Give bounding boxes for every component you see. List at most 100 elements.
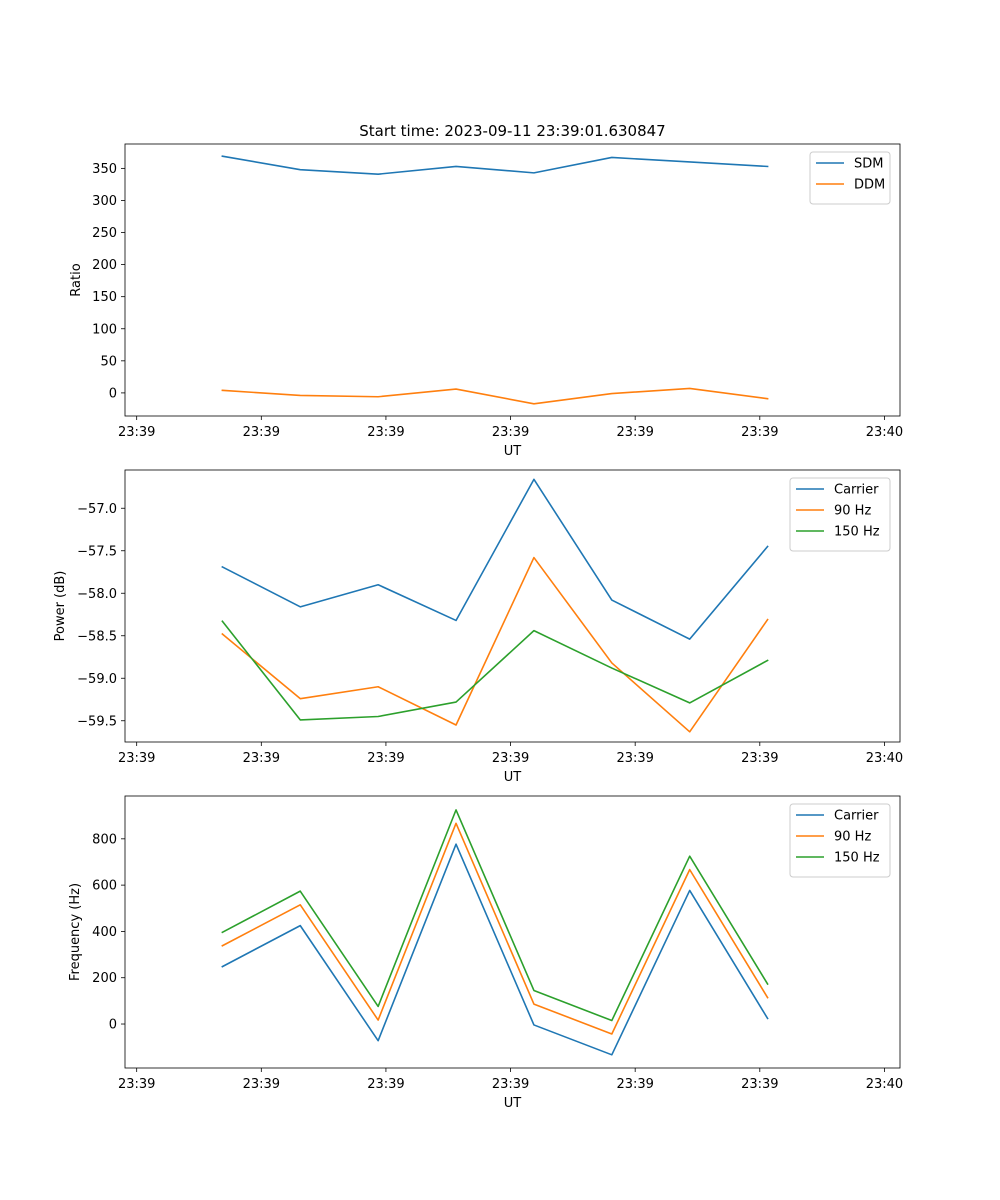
y-tick-label: 100 [92,322,117,337]
axes-frame [124,795,901,1069]
y-tick-label: −59.5 [77,714,117,729]
series-line-sdm [221,155,769,175]
data-point [611,1054,613,1056]
data-point [299,890,301,892]
legend-label: 150 Hz [834,525,880,540]
legend: Carrier 90 Hz 150 Hz [789,477,891,552]
y-axis-label: Power (dB) [53,571,68,642]
x-tick-label: 23:39 [367,1077,404,1092]
data-point [455,166,457,168]
chart-panel-2: 23:39 23:39 23:39 23:39 23:39 23:39 23:40 −59.5… [53,469,903,785]
data-point [222,566,224,568]
data-point [611,1020,613,1022]
x-tick-label: 23:39 [616,425,653,440]
data-point [377,173,379,175]
y-tick-label: 400 [92,925,117,940]
x-tick-label: 23:40 [866,1077,903,1092]
series-line-carrier [221,478,769,640]
data-point [767,398,769,400]
axes-frame [124,469,901,743]
y-tick-label: −57.0 [77,502,117,517]
y-tick-label: −59.0 [77,672,117,687]
y-tick-label: 200 [92,258,117,273]
data-point [222,155,224,157]
data-point [533,172,535,174]
data-point [377,584,379,586]
data-point [689,855,691,857]
x-axis-label: UT [504,770,522,785]
legend-box [809,151,891,205]
data-point [767,546,769,548]
data-point [377,1040,379,1042]
series-line-carrier [221,843,769,1056]
data-point [222,390,224,392]
data-point [455,620,457,622]
series-line-150-hz [221,809,769,1022]
data-point [611,599,613,601]
x-tick-label: 23:39 [243,751,280,766]
legend-label: 150 Hz [834,851,880,866]
data-point [455,809,457,811]
y-tick-label: 50 [100,354,117,369]
x-tick-label: 23:39 [492,751,529,766]
figure-title: Start time: 2023-09-11 23:39:01.630847 [359,122,665,140]
series-line-90-hz [221,556,769,733]
data-point [611,393,613,395]
data-point [689,388,691,390]
data-point [533,557,535,559]
data-point [767,997,769,999]
x-tick-label: 23:39 [243,1077,280,1092]
legend: SDM DDM [809,151,891,205]
data-point [689,890,691,892]
y-tick-label: 350 [92,162,117,177]
data-point [455,823,457,825]
data-point [299,395,301,397]
data-point [533,479,535,481]
data-point [455,724,457,726]
data-point [455,843,457,845]
data-point [455,388,457,390]
x-tick-label: 23:39 [616,1077,653,1092]
data-point [377,716,379,718]
x-tick-label: 23:39 [243,425,280,440]
x-tick-label: 23:39 [741,1077,778,1092]
data-point [689,869,691,871]
data-point [767,660,769,662]
data-point [222,932,224,934]
data-point [689,638,691,640]
y-tick-label: 150 [92,290,117,305]
data-point [767,166,769,168]
data-point [533,1003,535,1005]
x-axis-label: UT [504,444,522,459]
x-tick-label: 23:39 [492,425,529,440]
legend-box [789,477,891,552]
legend-label: SDM [854,157,883,172]
y-tick-label: −57.5 [77,544,117,559]
data-point [533,630,535,632]
legend-label: DDM [854,178,885,193]
data-point [299,169,301,171]
data-point [377,1006,379,1008]
y-axis-label: Ratio [69,263,84,296]
data-point [299,606,301,608]
data-point [455,701,457,703]
data-point [611,157,613,159]
legend: Carrier 90 Hz 150 Hz [789,803,891,878]
y-tick-label: 250 [92,226,117,241]
data-point [222,633,224,635]
legend-label: Carrier [834,809,879,824]
data-point [689,702,691,704]
y-tick-label: 800 [92,832,117,847]
y-tick-label: 0 [109,1018,117,1033]
x-tick-label: 23:39 [741,751,778,766]
x-axis-label: UT [504,1096,522,1111]
data-point [533,1024,535,1026]
data-point [299,698,301,700]
data-point [222,621,224,623]
data-point [377,686,379,688]
data-point [533,990,535,992]
x-tick-label: 23:39 [616,751,653,766]
legend-label: Carrier [834,483,879,498]
y-tick-label: 0 [109,386,117,401]
